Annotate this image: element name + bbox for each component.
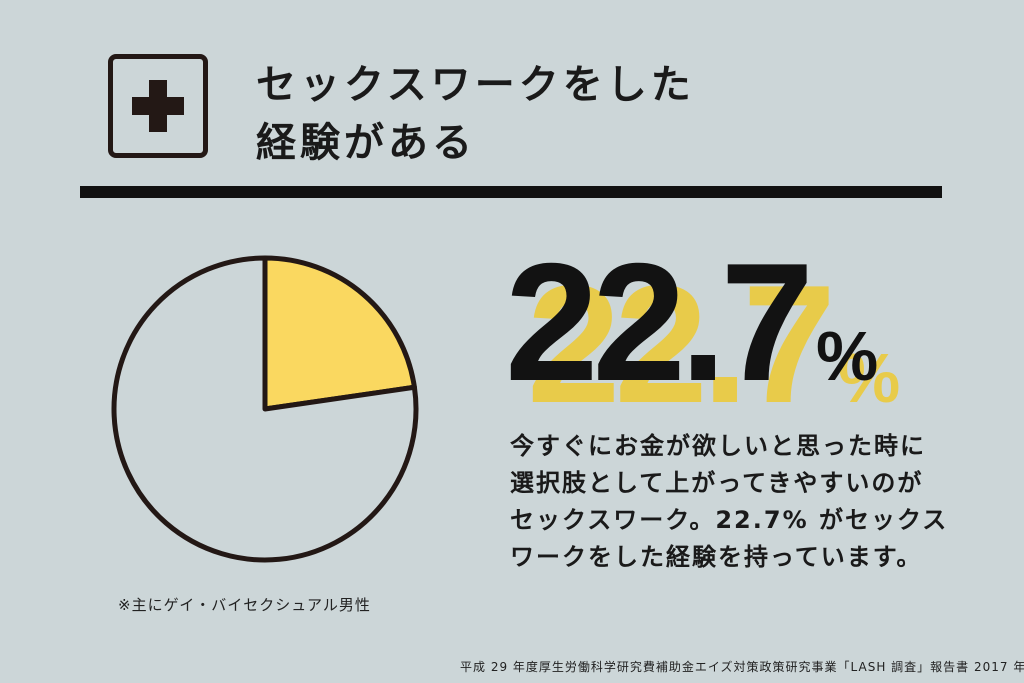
plus-icon-vertical-bar: [149, 80, 167, 132]
description: 今すぐにお金が欲しいと思った時に 選択肢として上がってきやすいのが セックスワー…: [510, 428, 948, 576]
title-line-1: セックスワークをした: [256, 62, 695, 108]
page-title: セックスワークをした 経験がある: [256, 56, 695, 172]
pie-slices: [111, 255, 419, 563]
divider: [80, 186, 942, 198]
description-line-2: 選択肢として上がってきやすいのが: [510, 469, 924, 497]
highlight-value: 22.7% 22.7%: [505, 232, 945, 434]
description-line-1: 今すぐにお金が欲しいと思った時に: [510, 432, 926, 460]
plus-icon: [108, 54, 208, 158]
pie-slice-1: [262, 255, 417, 412]
highlight-value-shadow: 22.7%: [527, 250, 901, 438]
description-line-3: セックスワーク。22.7% がセックス: [510, 506, 949, 534]
description-line-4: ワークをした経験を持っています。: [510, 543, 923, 571]
source-citation: 平成 29 年度厚生労働科学研究費補助金エイズ対策政策研究事業「LASH 調査」…: [460, 660, 1024, 674]
pie-chart: [111, 255, 419, 563]
highlight-number: 22.7: [505, 228, 814, 416]
highlight-value-main: 22.7%: [505, 232, 878, 446]
highlight-unit: %: [815, 317, 879, 395]
title-line-2: 経験がある: [256, 120, 476, 166]
pie-slice-2: [111, 255, 419, 563]
footnote: ※主にゲイ・バイセクシュアル男性: [118, 596, 371, 614]
